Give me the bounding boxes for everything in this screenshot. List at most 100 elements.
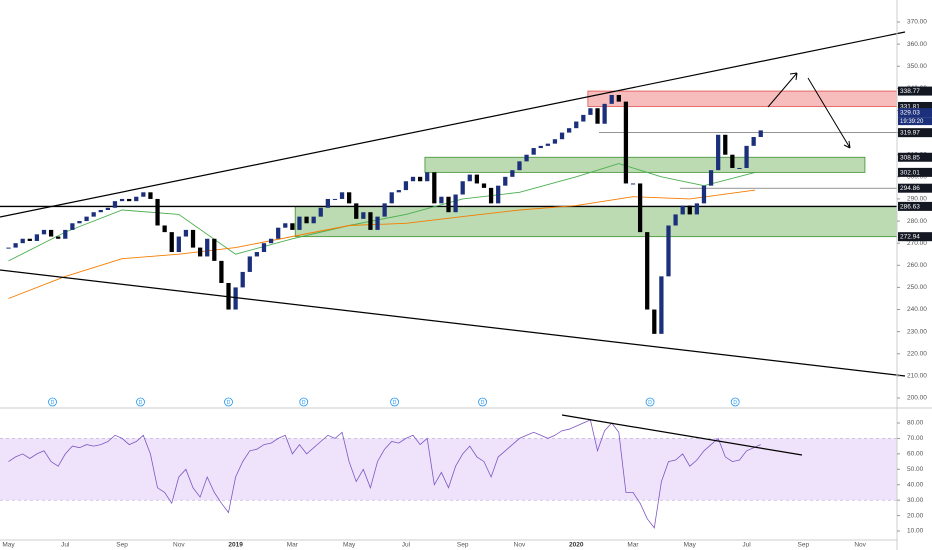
candle	[737, 167, 742, 169]
moving-average	[8, 163, 756, 262]
dividend-label: D	[733, 400, 737, 406]
candle	[297, 216, 302, 230]
price-label-box	[898, 232, 932, 242]
candle	[212, 238, 217, 261]
candle	[162, 225, 167, 233]
candle	[311, 216, 316, 224]
y-tick-label: 360.00	[907, 41, 927, 48]
candle	[659, 276, 664, 334]
candle	[325, 198, 330, 208]
candle	[432, 172, 437, 204]
candle	[517, 161, 522, 171]
candle	[751, 137, 756, 146]
price-label: 272.94	[900, 234, 920, 241]
x-tick-label: Mar	[627, 542, 639, 549]
candle	[41, 229, 47, 235]
candle	[595, 108, 600, 124]
zone	[424, 156, 866, 173]
candle	[630, 183, 636, 185]
candle	[197, 247, 203, 257]
candle	[545, 143, 550, 146]
candle	[567, 128, 572, 133]
candle	[538, 145, 543, 149]
y-tick-label: 200.00	[907, 395, 927, 402]
candle	[84, 216, 89, 222]
y-tick-label: 350.00	[907, 63, 927, 70]
y-tick-label: 210.00	[907, 373, 927, 380]
dividend-marker	[224, 397, 233, 407]
dividend-label: D	[51, 400, 55, 406]
dividend-marker	[48, 397, 57, 407]
candle	[127, 198, 132, 202]
countdown: 19:39:20	[900, 119, 924, 125]
candle	[368, 212, 373, 230]
price-label-box	[898, 101, 932, 111]
dividend-label: D	[481, 400, 485, 406]
x-tick-label: 2019	[228, 542, 243, 549]
candle	[155, 198, 160, 226]
candle	[119, 198, 125, 202]
rsi-trendline	[561, 414, 803, 456]
candle	[27, 238, 32, 241]
candle	[48, 229, 54, 237]
price-label: 308.85	[900, 154, 920, 161]
candle	[410, 176, 416, 182]
x-tick-label: May	[684, 542, 697, 549]
candle	[510, 170, 515, 177]
y-tick-label: 230.00	[907, 328, 927, 335]
candle	[666, 225, 671, 277]
candle	[290, 223, 295, 230]
candle	[134, 196, 139, 202]
candle	[233, 287, 238, 310]
price-label-box	[898, 152, 932, 162]
zone	[587, 90, 898, 107]
candle	[183, 229, 189, 237]
candle	[680, 205, 685, 215]
arrow-down	[807, 77, 851, 149]
y-tick-label: 270.00	[907, 240, 927, 247]
price-label-box	[898, 167, 932, 177]
candle	[687, 205, 692, 215]
y-tick-label: 240.00	[907, 306, 927, 313]
price-label-box	[898, 86, 932, 96]
x-tick-label: Sep	[798, 542, 810, 549]
dividend-label: D	[139, 400, 143, 406]
candle	[524, 154, 529, 162]
price-label-box	[898, 128, 932, 138]
candle	[723, 134, 728, 155]
candle	[552, 139, 558, 144]
y-tick-label: 20.00	[907, 512, 924, 519]
dividend-marker	[390, 397, 399, 407]
x-tick-label: May	[2, 542, 15, 549]
price-label: 329.03	[900, 110, 920, 117]
rsi-line	[8, 419, 761, 529]
price-label: 338.77	[900, 88, 920, 95]
candle	[105, 207, 110, 210]
candle	[261, 243, 267, 253]
candle	[574, 121, 579, 129]
candle	[190, 229, 196, 248]
candle	[339, 192, 345, 199]
price-label: 319.97	[900, 130, 920, 137]
candle	[20, 238, 25, 244]
y-tick-label: 70.00	[907, 435, 924, 442]
price-label-box	[898, 201, 932, 211]
candle	[496, 185, 501, 204]
candle	[70, 223, 75, 230]
dividend-label: D	[393, 400, 397, 406]
dividend-marker	[299, 397, 309, 407]
x-tick-label: Jul	[61, 542, 70, 549]
candle	[254, 252, 260, 257]
candle	[453, 194, 458, 213]
x-tick-label: Jul	[402, 542, 411, 549]
candle	[609, 94, 614, 104]
price-label: 331.81	[900, 103, 920, 110]
x-tick-label: 2020	[569, 542, 584, 549]
candle	[347, 192, 352, 204]
candle	[716, 134, 721, 171]
x-tick-label: May	[343, 542, 356, 549]
candle	[467, 174, 472, 182]
candle	[34, 234, 40, 241]
price-label: 286.63	[900, 203, 920, 210]
